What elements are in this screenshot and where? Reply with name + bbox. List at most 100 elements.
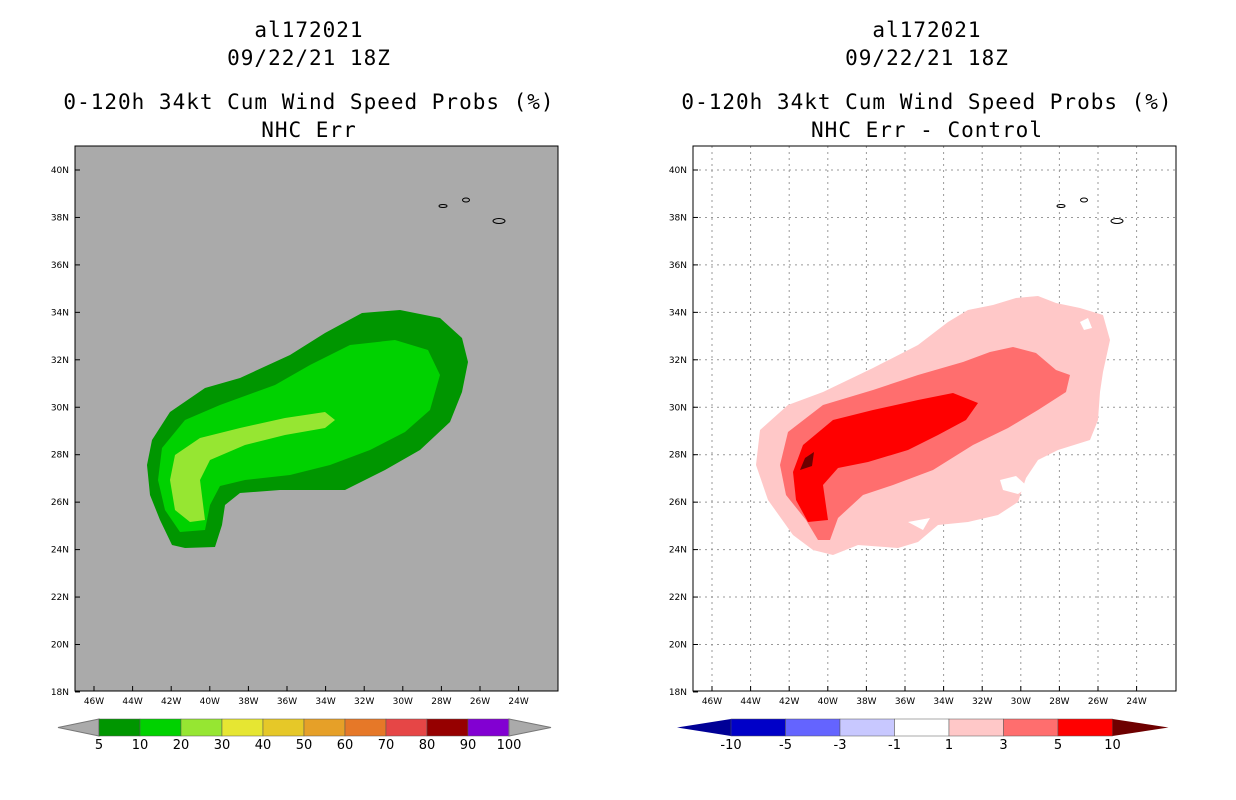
colorbar-swatch <box>1057 718 1113 737</box>
colorbar: 5 10 20 30 40 50 60 70 80 90 100 <box>57 718 552 753</box>
lat-label: 34N <box>669 308 687 318</box>
colorbar-swatch <box>467 718 510 737</box>
lat-label: 32N <box>51 356 69 366</box>
coastline-azores <box>438 197 506 224</box>
lat-label: 40N <box>51 166 69 176</box>
lon-label: 38W <box>238 697 258 707</box>
hole-white <box>908 518 930 530</box>
colorbar-label: 1 <box>945 738 953 753</box>
hole-white <box>1000 476 1028 494</box>
lat-label: 22N <box>51 593 69 603</box>
colorbar-label: -5 <box>779 738 792 753</box>
colorbar-swatch <box>839 718 895 737</box>
lat-label: 20N <box>51 641 69 651</box>
contour-20 <box>170 412 335 522</box>
colorbar-swatch <box>385 718 428 737</box>
lat-label: 38N <box>669 213 687 223</box>
colorbar-swatch <box>303 718 346 737</box>
colorbar-label: 70 <box>378 738 395 753</box>
colorbar-label: 3 <box>999 738 1007 753</box>
colorbar-low-arrow <box>677 719 731 736</box>
lon-label: 44W <box>740 697 760 707</box>
lat-label: 20N <box>669 641 687 651</box>
lon-label: 44W <box>122 697 142 707</box>
longitude-labels: 46W 44W 42W 40W 38W 36W 34W 32W 30W 28W 26W 24W <box>702 686 1147 707</box>
lon-label: 28W <box>431 697 451 707</box>
longitude-labels: 46W 44W 42W 40W 38W 36W 34W 32W 30W 28W 26W 24W <box>84 686 529 707</box>
colorbar-swatch <box>785 718 841 737</box>
lon-label: 30W <box>393 697 413 707</box>
colorbar-swatch <box>894 718 950 737</box>
lon-label: 24W <box>1126 697 1146 707</box>
colorbar-swatch <box>221 718 264 737</box>
plot-subtitle: NHC Err - Control <box>811 118 1043 142</box>
lat-label: 28N <box>51 451 69 461</box>
difference-contours <box>756 296 1110 555</box>
lon-label: 26W <box>1088 697 1108 707</box>
colorbar: -10 -5 -3 -1 1 3 5 10 <box>677 718 1169 753</box>
colorbar-swatch <box>426 718 469 737</box>
colorbar-high-arrow <box>1112 719 1169 736</box>
map-frame <box>692 145 1177 692</box>
lat-label: 26N <box>51 498 69 508</box>
lon-label: 40W <box>818 697 838 707</box>
datetime: 09/22/21 18Z <box>845 46 1009 70</box>
lon-label: 32W <box>972 697 992 707</box>
lon-label: 28W <box>1049 697 1069 707</box>
lat-label: 18N <box>669 688 687 698</box>
lon-label: 46W <box>702 697 722 707</box>
lon-label: 42W <box>161 697 181 707</box>
lon-label: 30W <box>1011 697 1031 707</box>
colorbar-swatch <box>730 718 786 737</box>
datetime: 09/22/21 18Z <box>227 46 391 70</box>
plot-title: 0-120h 34kt Cum Wind Speed Probs (%) <box>681 90 1173 114</box>
colorbar-label: 30 <box>214 738 231 753</box>
latitude-labels: 40N 38N 36N 34N 32N 30N 28N 26N 24N 22N 20N 18N <box>669 166 698 698</box>
lat-label: 40N <box>669 166 687 176</box>
lon-label: 42W <box>779 697 799 707</box>
lat-label: 36N <box>51 261 69 271</box>
colorbar-swatch <box>344 718 387 737</box>
colorbar-high-arrow <box>508 718 552 737</box>
latitude-labels: 40N 38N 36N 34N 32N 30N 28N 26N 24N 22N 20N 18N <box>51 166 80 698</box>
left-panel: al172021 09/22/21 18Z 0-120h 34kt Cum Wi… <box>51 18 559 753</box>
colorbar-swatch <box>262 718 305 737</box>
lat-label: 34N <box>51 308 69 318</box>
colorbar-swatch <box>1003 718 1059 737</box>
colorbar-low-arrow <box>57 718 100 737</box>
lat-label: 30N <box>51 403 69 413</box>
lon-label: 46W <box>84 697 104 707</box>
left-map: 40N 38N 36N 34N 32N 30N 28N 26N 24N 22N 20N 18N 46W… <box>51 145 559 753</box>
lon-label: 34W <box>933 697 953 707</box>
contour-3-to-5 <box>780 347 1070 540</box>
contour-5-to-10 <box>793 393 978 522</box>
lon-label: 40W <box>200 697 220 707</box>
colorbar-label: 80 <box>419 738 436 753</box>
colorbar-swatch <box>139 718 182 737</box>
lat-label: 24N <box>669 546 687 556</box>
lon-label: 34W <box>315 697 335 707</box>
lat-label: 32N <box>669 356 687 366</box>
lat-label: 26N <box>669 498 687 508</box>
colorbar-swatch <box>180 718 223 737</box>
lat-label: 30N <box>669 403 687 413</box>
coastline-azores <box>1056 197 1124 224</box>
colorbar-label: -10 <box>720 738 741 753</box>
lat-label: 36N <box>669 261 687 271</box>
colorbar-label: 10 <box>132 738 149 753</box>
colorbar-label: 60 <box>337 738 354 753</box>
lat-label: 38N <box>51 213 69 223</box>
right-map: 40N 38N 36N 34N 32N 30N 28N 26N 24N 22N 20N 18N 46W… <box>669 145 1177 753</box>
colorbar-label: 10 <box>1104 738 1121 753</box>
colorbar-swatch <box>948 718 1004 737</box>
plot-title: 0-120h 34kt Cum Wind Speed Probs (%) <box>63 90 555 114</box>
storm-id: al172021 <box>254 18 364 42</box>
lon-label: 26W <box>470 697 490 707</box>
lat-label: 18N <box>51 688 69 698</box>
colorbar-label: -3 <box>834 738 847 753</box>
colorbar-label: 20 <box>173 738 190 753</box>
lat-label: 28N <box>669 451 687 461</box>
colorbar-label: 90 <box>460 738 477 753</box>
lat-label: 24N <box>51 546 69 556</box>
hole-white <box>1080 318 1092 330</box>
